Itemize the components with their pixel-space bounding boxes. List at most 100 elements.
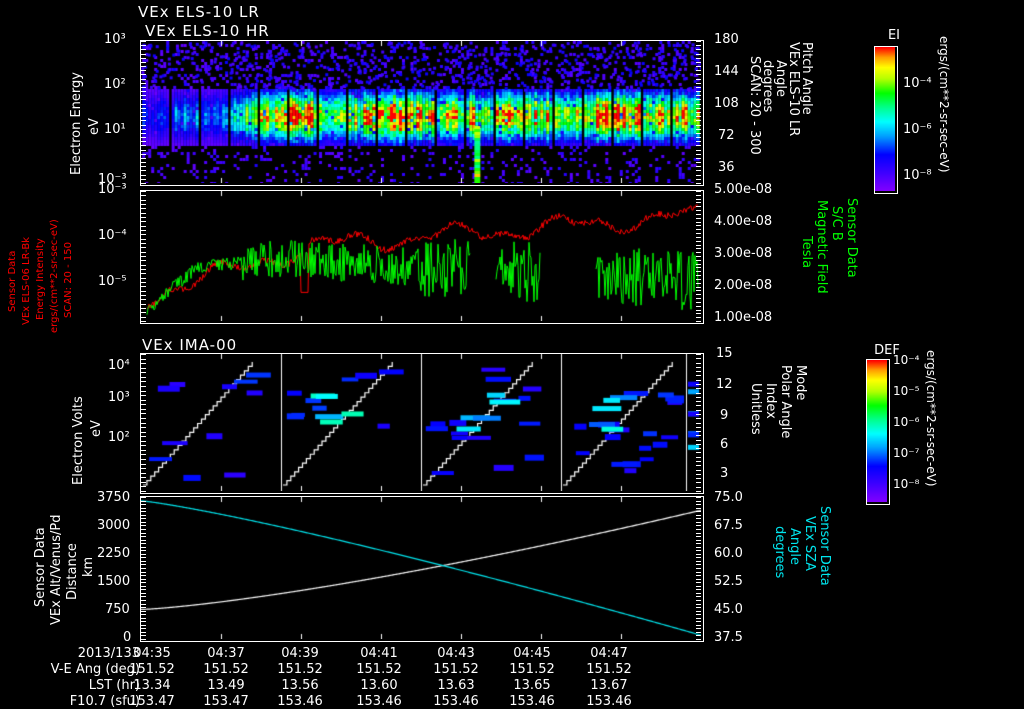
panel1-right-tick-mark — [696, 45, 701, 47]
panel3-left-tick-mark — [141, 449, 146, 451]
panel4-right-tick-mark — [696, 546, 701, 548]
panel4-left-tick-0: 3750 — [97, 490, 131, 505]
panel4-right-tick-mark — [696, 511, 701, 513]
panel1-right-tick-mark — [696, 107, 701, 109]
bottom-table-cell: 04:45 — [513, 646, 551, 661]
panel3-left-tick-mark — [141, 358, 146, 360]
panel3-right-tick-mark — [696, 491, 701, 492]
panel1-right-tick-mark — [696, 120, 701, 122]
panel1-left-tick-mark — [141, 57, 146, 59]
panel4-right-tick-mark — [696, 539, 701, 541]
bottom-table-cell: 04:47 — [590, 646, 628, 661]
panel1-left-tick-mark — [141, 49, 146, 51]
panel3-left-tick-0: 10⁴ — [108, 358, 130, 373]
panel2-right-tick-mark — [696, 321, 701, 322]
panel4-right-tick-mark — [696, 635, 701, 637]
panel2-right-tick-mark — [696, 194, 701, 196]
panel4-right-tick-mark — [696, 589, 701, 591]
panel3-right-tick-mark — [696, 396, 701, 398]
panel4-left-tick-mark — [141, 571, 146, 573]
bottom-table-cell: 153.46 — [356, 694, 402, 709]
panel3-spectrogram[interactable] — [140, 353, 704, 494]
panel2-right-tick-mark — [696, 252, 701, 254]
panel3-right-tick-4: 3 — [720, 466, 729, 481]
panel2-left-tick-mark — [141, 269, 146, 270]
panel4-right-tick-mark — [696, 543, 701, 545]
panel1-cb-tick-1: 10⁻⁶ — [903, 122, 932, 137]
bottom-table-cell: 151.52 — [277, 662, 323, 677]
bottom-table-cell: 151.52 — [129, 662, 175, 677]
panel3-right-tick-mark — [696, 405, 701, 407]
panel4-right-tick-mark — [696, 497, 701, 498]
panel2-right-tick-mark — [696, 217, 701, 219]
panel2-right-tick-mark — [696, 233, 701, 235]
panel1-right-tick-mark — [696, 57, 701, 59]
panel2-right-tick-mark — [696, 229, 701, 231]
panel3-left-tick-mark — [141, 486, 146, 488]
panel4-left-tick-mark — [141, 624, 146, 626]
panel1-left-tick-mark — [141, 74, 146, 76]
panel4-right-axis-label-1: Sensor Data — [817, 506, 832, 586]
panel4-right-tick-mark — [696, 610, 701, 612]
panel1-left-axis-label-1: Electron Energy — [69, 72, 84, 175]
panel3-right-tick-mark — [696, 375, 701, 377]
panel4-right-tick-mark — [696, 521, 701, 523]
panel1-right-tick-mark — [696, 61, 701, 63]
panel2-right-tick-mark — [696, 256, 701, 257]
panel2-right-tick-mark — [696, 313, 701, 315]
panel1-left-tick-1: 10² — [104, 77, 126, 92]
panel1-right-tick-3: 72 — [718, 128, 735, 143]
panel1-spectrogram[interactable] — [140, 40, 704, 186]
panel4-right-tick-mark — [696, 557, 701, 559]
panel3-left-tick-mark — [141, 363, 146, 365]
panel4-right-tick-mark — [696, 614, 701, 616]
panel3-right-tick-mark — [696, 354, 701, 355]
panel2-left-tick-mark — [141, 273, 146, 275]
panel2-timeseries[interactable] — [140, 190, 704, 324]
panel4-left-tick-mark — [141, 532, 146, 534]
panel4-right-tick-mark — [696, 575, 701, 577]
panel4-right-tick-0: 75.0 — [714, 490, 743, 505]
panel1-right-tick-mark — [696, 124, 701, 126]
panel1-colorbar[interactable] — [874, 46, 898, 194]
panel3-right-tick-mark — [696, 473, 701, 475]
panel4-right-tick-mark — [696, 536, 701, 538]
panel4-left-tick-mark — [141, 546, 146, 548]
panel3-right-tick-mark — [696, 456, 701, 458]
panel1-right-tick-mark — [696, 128, 701, 130]
panel4-timeseries[interactable] — [140, 496, 704, 642]
panel3-right-tick-mark — [696, 362, 701, 364]
panel2-right-tick-mark — [696, 210, 701, 212]
bottom-table-cell: 153.46 — [433, 694, 479, 709]
panel3-right-tick-mark — [696, 448, 701, 450]
panel3-left-tick-mark — [141, 472, 146, 474]
panel2-right-tick-4: 1.00e-08 — [714, 310, 773, 325]
panel4-right-axis-label-3: Angle — [787, 528, 802, 565]
panel3-colorbar[interactable] — [866, 359, 890, 505]
panel4-left-tick-mark — [141, 631, 146, 633]
bottom-table-cell: 13.56 — [281, 678, 319, 693]
panel3-right-axis-label-4: Unitless — [748, 383, 763, 435]
panel1-left-tick-mark — [141, 99, 146, 101]
panel3-left-tick-mark — [141, 390, 146, 392]
panel3-left-tick-mark — [141, 399, 146, 401]
panel1-left-tick-mark — [141, 107, 146, 109]
panel3-right-tick-mark — [696, 426, 701, 428]
panel1-right-tick-mark — [696, 166, 701, 168]
panel1-right-tick-mark — [696, 116, 701, 118]
panel3-right-tick-mark — [696, 388, 701, 390]
panel2-left-axis-label-2: VEx ELS-06 LR-Bk — [21, 236, 32, 325]
panel1-left-tick-mark — [141, 149, 146, 151]
panel2-left-tick-mark — [141, 282, 146, 283]
panel1-left-tick-mark — [141, 166, 146, 168]
panel2-right-tick-mark — [696, 263, 701, 265]
panel3-left-axis-label-2: eV — [89, 420, 104, 437]
panel1-colorbar-units: ergs/(cm**2-sr-sec-eV) — [937, 36, 951, 173]
panel2-left-axis-label-5: SCAN: 20 - 150 — [63, 242, 74, 318]
panel3-colorbar-title: DEF — [874, 343, 900, 358]
panel4-right-tick-mark — [696, 624, 701, 626]
panel3-right-tick-1: 12 — [716, 377, 733, 392]
panel1-right-tick-mark — [696, 86, 701, 88]
panel2-right-tick-mark — [696, 198, 701, 200]
panel1-right-tick-mark — [696, 41, 701, 42]
